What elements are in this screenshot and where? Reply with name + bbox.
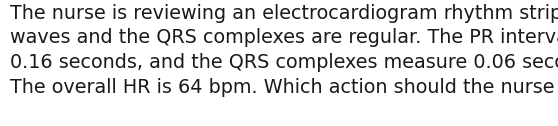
Text: The nurse is reviewing an electrocardiogram rhythm strip. The P
waves and the QR: The nurse is reviewing an electrocardiog… — [10, 4, 558, 97]
